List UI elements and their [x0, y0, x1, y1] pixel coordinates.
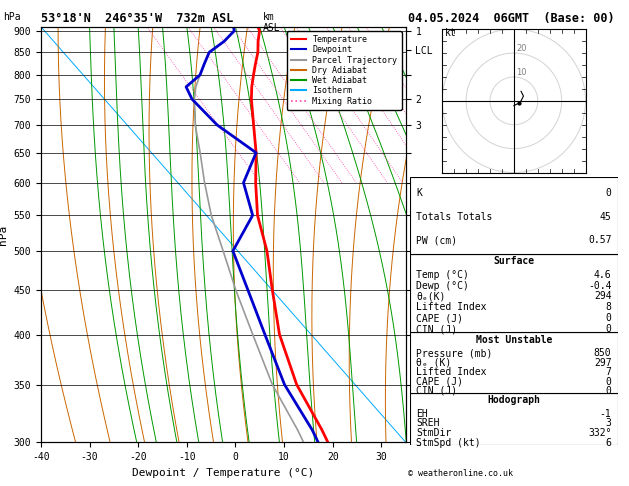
Text: -1: -1: [599, 409, 611, 418]
Text: Dewp (°C): Dewp (°C): [416, 280, 469, 291]
Bar: [410, 177, 618, 254]
Text: Temp (°C): Temp (°C): [416, 270, 469, 279]
Text: Hodograph: Hodograph: [487, 395, 540, 405]
Text: Lifted Index: Lifted Index: [416, 302, 487, 312]
Text: 0: 0: [606, 188, 611, 198]
Text: 2: 2: [186, 21, 190, 27]
Text: 10: 10: [291, 21, 300, 27]
Text: 7: 7: [606, 367, 611, 377]
Text: 4: 4: [230, 21, 235, 27]
Text: PW (cm): PW (cm): [416, 235, 457, 245]
Bar: [410, 332, 618, 393]
Text: 15: 15: [321, 21, 330, 27]
Text: 332°: 332°: [588, 428, 611, 438]
Text: 6: 6: [606, 438, 611, 448]
Text: θₑ(K): θₑ(K): [416, 292, 446, 301]
Legend: Temperature, Dewpoint, Parcel Trajectory, Dry Adiabat, Wet Adiabat, Isotherm, Mi: Temperature, Dewpoint, Parcel Trajectory…: [287, 31, 401, 110]
Text: 53°18'N  246°35'W  732m ASL: 53°18'N 246°35'W 732m ASL: [41, 12, 233, 25]
Bar: [410, 393, 618, 445]
Text: 0: 0: [606, 377, 611, 386]
Text: Surface: Surface: [493, 256, 535, 266]
Text: 294: 294: [594, 292, 611, 301]
Text: Most Unstable: Most Unstable: [476, 335, 552, 345]
Text: 5: 5: [245, 21, 249, 27]
Text: ASL: ASL: [263, 23, 281, 34]
Text: CAPE (J): CAPE (J): [416, 377, 464, 386]
Text: Pressure (mb): Pressure (mb): [416, 348, 493, 359]
Text: CIN (J): CIN (J): [416, 386, 457, 396]
Text: © weatheronline.co.uk: © weatheronline.co.uk: [408, 469, 513, 478]
Text: Lifted Index: Lifted Index: [416, 367, 487, 377]
Text: Totals Totals: Totals Totals: [416, 212, 493, 222]
Text: 1: 1: [145, 21, 149, 27]
Text: θₑ (K): θₑ (K): [416, 358, 452, 368]
X-axis label: Dewpoint / Temperature (°C): Dewpoint / Temperature (°C): [132, 468, 314, 478]
Text: 04.05.2024  06GMT  (Base: 00): 04.05.2024 06GMT (Base: 00): [408, 12, 614, 25]
Text: 0: 0: [606, 386, 611, 396]
Text: hPa: hPa: [3, 12, 21, 22]
Text: 850: 850: [594, 348, 611, 359]
Text: StmSpd (kt): StmSpd (kt): [416, 438, 481, 448]
Text: CIN (J): CIN (J): [416, 324, 457, 334]
Text: 8: 8: [606, 302, 611, 312]
Text: kt: kt: [445, 28, 457, 38]
Y-axis label: hPa: hPa: [0, 225, 8, 244]
Text: -0.4: -0.4: [588, 280, 611, 291]
Text: K: K: [416, 188, 422, 198]
Bar: [410, 254, 618, 332]
Text: 20: 20: [343, 21, 352, 27]
Text: 3: 3: [211, 21, 216, 27]
Text: 4.6: 4.6: [594, 270, 611, 279]
Text: 3: 3: [606, 418, 611, 428]
Text: 25: 25: [361, 21, 370, 27]
Text: 8: 8: [277, 21, 282, 27]
Text: 0: 0: [606, 324, 611, 334]
Text: SREH: SREH: [416, 418, 440, 428]
Text: 10: 10: [516, 68, 526, 77]
Text: 0.57: 0.57: [588, 235, 611, 245]
Text: 297: 297: [594, 358, 611, 368]
Text: 20: 20: [516, 44, 526, 52]
Text: StmDir: StmDir: [416, 428, 452, 438]
Text: 0: 0: [606, 313, 611, 323]
Text: km: km: [263, 12, 275, 22]
Text: EH: EH: [416, 409, 428, 418]
Text: CAPE (J): CAPE (J): [416, 313, 464, 323]
Text: 45: 45: [599, 212, 611, 222]
Y-axis label: Mixing Ratio (g/kg): Mixing Ratio (g/kg): [476, 179, 486, 290]
